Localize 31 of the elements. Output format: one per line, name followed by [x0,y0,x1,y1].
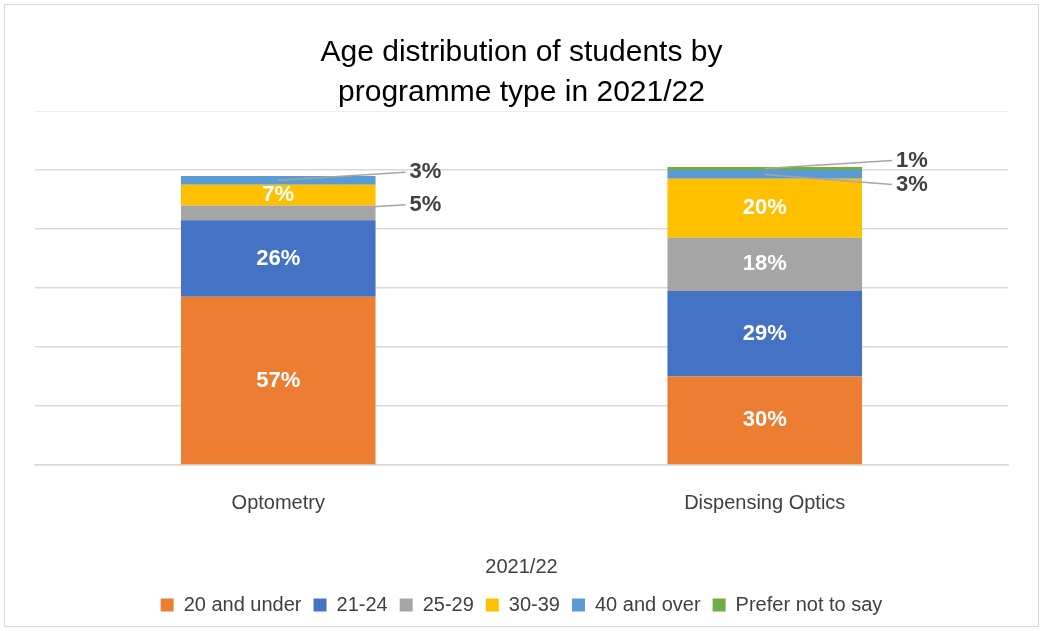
data-label: 57% [256,366,301,392]
data-label: 7% [262,181,295,207]
bar [667,167,863,170]
legend-label: 40 and over [594,592,701,615]
data-label: 30% [742,406,787,432]
legend-label: 25-29 [422,592,474,615]
legend-label: 21-24 [336,592,388,615]
chart-title: Age distribution of students by programme type in 2021/22 [319,33,724,109]
bar [667,170,863,179]
legend-label: Prefer not to say [735,592,883,615]
bar [180,184,376,206]
data-label: 20% [742,194,787,220]
data-label: 26% [256,244,301,270]
data-label: 1% [896,146,928,172]
data-label: 5% [409,190,442,216]
bar [667,376,863,465]
data-label: 18% [742,250,787,276]
bar [667,290,863,377]
bar [180,175,376,185]
x-tick-label: Optometry [231,490,325,513]
legend-label: 30-39 [508,592,560,615]
x-tick-label: Dispensing Optics [684,490,846,513]
data-label: 3% [896,170,928,196]
bar [180,296,376,465]
x-axis-title: 2021/22 [485,554,558,577]
data-label: 29% [742,319,787,345]
legend-label: 20 and under [183,592,302,615]
bar [667,178,863,238]
bar [667,237,863,291]
bar [180,220,376,297]
data-label: 3% [409,158,442,184]
